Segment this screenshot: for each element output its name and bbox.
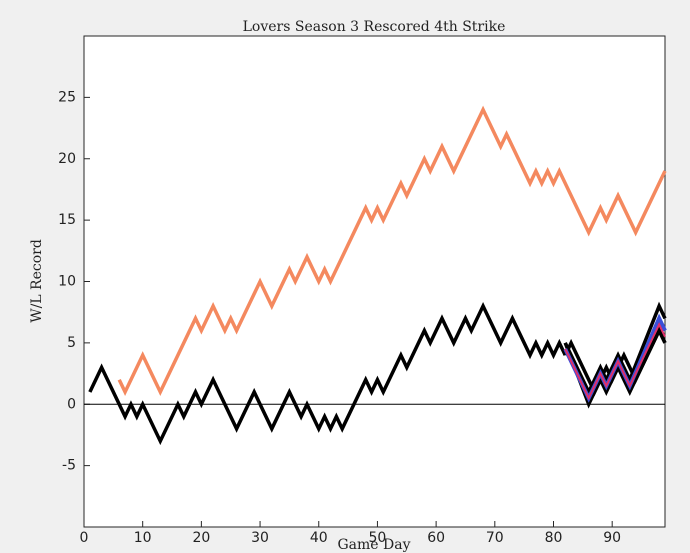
series-line: [563, 326, 667, 409]
series-line: [564, 322, 666, 401]
y-tick-label: 5: [67, 335, 76, 351]
x-tick-label: 40: [310, 530, 328, 546]
y-tick-label: 20: [58, 151, 76, 167]
series-line: [563, 301, 667, 397]
y-tick-label: -5: [62, 458, 76, 474]
plot-area: [83, 35, 666, 528]
y-tick-label: 0: [67, 396, 76, 412]
x-tick-label: 0: [80, 530, 89, 546]
y-tick-label: 10: [58, 274, 76, 290]
x-tick-label: 80: [545, 530, 563, 546]
y-tick-label: 15: [58, 212, 76, 228]
y-tick-label: 25: [58, 89, 76, 105]
x-tick-label: 60: [427, 530, 445, 546]
x-tick-label: 90: [603, 530, 621, 546]
x-tick-label: 30: [251, 530, 269, 546]
x-tick-label: 10: [134, 530, 152, 546]
y-axis-label: W/L Record: [29, 239, 45, 323]
series-line: [117, 105, 667, 397]
x-tick-label: 70: [486, 530, 504, 546]
chart-title: Lovers Season 3 Rescored 4th Strike: [243, 19, 506, 35]
series-line: [88, 301, 567, 446]
x-axis-label: Game Day: [337, 537, 410, 553]
x-tick-label: 20: [192, 530, 210, 546]
x-tick-label: 50: [369, 530, 387, 546]
